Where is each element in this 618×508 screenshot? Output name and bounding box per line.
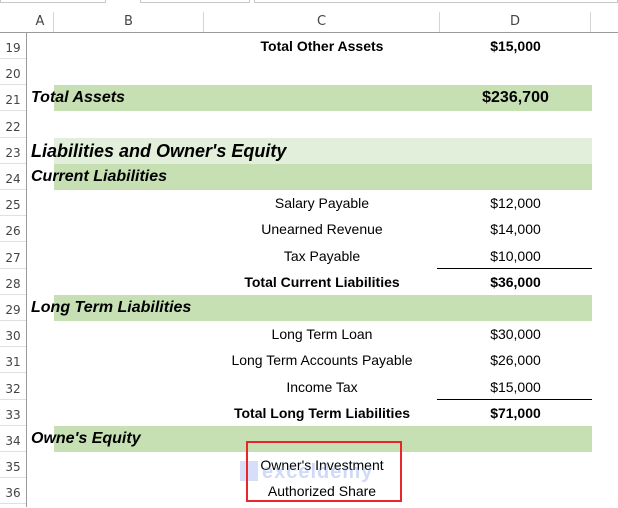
cell-c[interactable]: Total Long Term Liabilities — [233, 404, 411, 421]
formula-input[interactable] — [254, 0, 618, 3]
table-row: Total Long Term Liabilities $71,000 — [27, 400, 618, 426]
row-header[interactable]: 29 — [0, 295, 26, 321]
cell-b[interactable]: Liabilities and Owner's Equity — [31, 140, 287, 161]
table-row: Current Liabilities — [27, 164, 618, 190]
cell-d[interactable]: $10,000 — [490, 247, 541, 264]
cell-fill — [54, 85, 592, 112]
table-row: Owne's Equity — [27, 426, 618, 452]
cell-b[interactable]: Total Assets — [31, 89, 125, 107]
table-row: Long Term Accounts Payable $26,000 — [27, 347, 618, 373]
row-header[interactable]: 33 — [0, 400, 26, 426]
cell-d[interactable]: $26,000 — [490, 352, 541, 369]
cell-fill — [54, 164, 592, 190]
table-row: Long Term Loan $30,000 — [27, 321, 618, 347]
row-header[interactable]: 22 — [0, 112, 26, 138]
table-row — [27, 59, 618, 85]
row-header[interactable]: 28 — [0, 269, 26, 295]
cell-c[interactable]: Income Tax — [286, 378, 358, 395]
cell-c[interactable]: Unearned Revenue — [261, 221, 383, 238]
row-header[interactable]: 23 — [0, 138, 26, 164]
cell-d[interactable]: $15,000 — [490, 38, 541, 54]
cell-c[interactable]: Total Other Assets — [260, 38, 384, 54]
row-headers: 19 20 21 22 23 24 25 26 27 28 29 30 31 32 33 34 35 36 — [0, 33, 27, 507]
watermark-logo: exceldemy — [240, 461, 373, 484]
row-header[interactable]: 26 — [0, 216, 26, 243]
cell-fill — [54, 295, 592, 321]
row-header[interactable]: 30 — [0, 321, 26, 348]
highlight-box — [246, 441, 402, 502]
row-header[interactable]: 20 — [0, 59, 26, 86]
column-header-b[interactable]: B — [54, 12, 204, 32]
cell-c[interactable]: Tax Payable — [283, 247, 361, 264]
cell-d[interactable]: $12,000 — [490, 195, 541, 212]
cell-c[interactable]: Total Current Liabilities — [244, 273, 400, 290]
name-box[interactable] — [0, 0, 106, 3]
table-row: Owner's Investment — [27, 452, 618, 478]
cell-c[interactable]: Authorized Share — [267, 483, 377, 500]
cell-c[interactable]: Owner's Investment — [260, 457, 384, 474]
column-header-a[interactable]: A — [27, 12, 54, 32]
column-headers: A B C D — [0, 12, 618, 33]
table-row: Total Other Assets $15,000 — [27, 33, 618, 59]
cell-d[interactable]: $30,000 — [490, 326, 541, 343]
cell-c[interactable]: Long Term Loan — [271, 326, 373, 343]
row-header[interactable]: 36 — [0, 478, 26, 505]
cell-d[interactable]: $71,000 — [490, 404, 541, 421]
cell-c[interactable]: Salary Payable — [274, 195, 370, 212]
cell-b[interactable]: Long Term Liabilities — [31, 299, 192, 316]
cell-d[interactable]: $14,000 — [490, 221, 541, 238]
table-row: Total Current Liabilities $36,000 — [27, 269, 618, 295]
column-header-d[interactable]: D — [440, 12, 591, 32]
row-header[interactable]: 31 — [0, 347, 26, 374]
table-row: Total Assets $236,700 — [27, 85, 618, 112]
row-header[interactable]: 19 — [0, 33, 26, 59]
row-header[interactable]: 34 — [0, 426, 26, 452]
cell-d[interactable]: $236,700 — [482, 89, 549, 107]
cell-b[interactable]: Current Liabilities — [31, 168, 168, 185]
row-header[interactable]: 24 — [0, 164, 26, 190]
toolbar-box[interactable] — [140, 0, 250, 3]
column-header-c[interactable]: C — [204, 12, 440, 32]
cell-d[interactable]: $15,000 — [490, 378, 541, 395]
cell-d[interactable]: $36,000 — [490, 273, 541, 290]
table-row — [27, 112, 618, 138]
cell-c[interactable]: Long Term Accounts Payable — [231, 352, 413, 369]
row-header[interactable]: 25 — [0, 190, 26, 217]
cell-b[interactable]: Owne's Equity — [31, 430, 141, 447]
table-row: Long Term Liabilities — [27, 295, 618, 321]
row-header[interactable]: 27 — [0, 243, 26, 269]
underline-border — [437, 398, 592, 400]
table-row: Unearned Revenue $14,000 — [27, 216, 618, 242]
table-row: Salary Payable $12,000 — [27, 190, 618, 216]
row-header[interactable]: 32 — [0, 374, 26, 400]
table-row: Tax Payable $10,000 — [27, 243, 618, 269]
row-header[interactable]: 35 — [0, 452, 26, 479]
cell-fill — [54, 137, 592, 164]
formula-bar-area — [0, 0, 618, 12]
row-header[interactable]: 21 — [0, 85, 26, 112]
cell-fill — [54, 426, 592, 452]
underline-border — [437, 267, 592, 269]
table-row: Authorized Share — [27, 478, 618, 504]
table-row: Liabilities and Owner's Equity — [27, 137, 618, 164]
table-row: Income Tax $15,000 — [27, 374, 618, 400]
